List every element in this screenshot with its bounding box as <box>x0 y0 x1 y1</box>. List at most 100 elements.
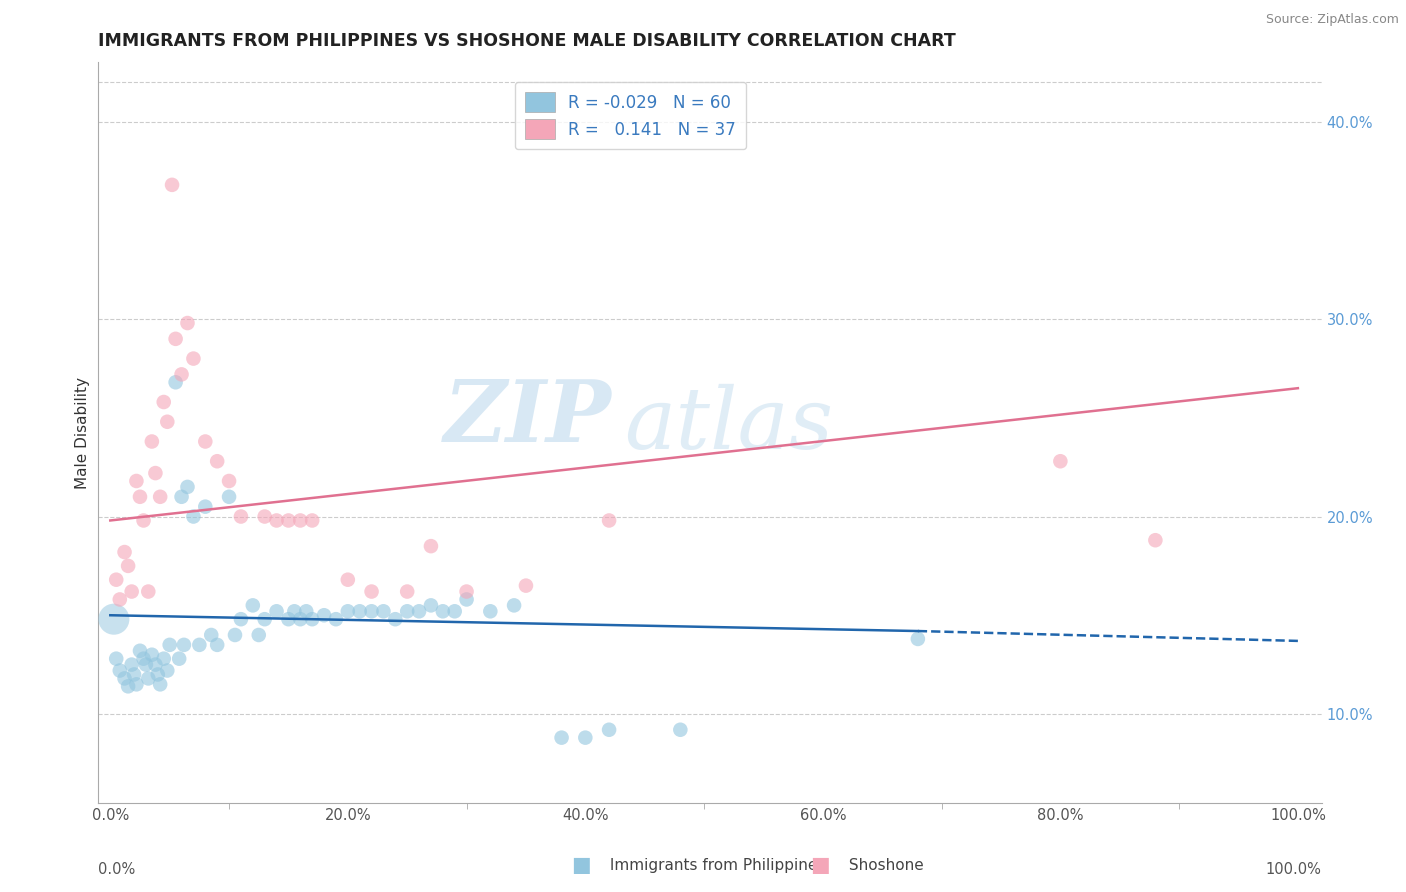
Point <box>200 628 222 642</box>
Point <box>145 466 167 480</box>
Point <box>456 584 478 599</box>
Point <box>105 573 128 587</box>
Point <box>176 316 198 330</box>
Point <box>515 579 537 593</box>
Point <box>266 513 288 527</box>
Point <box>266 604 288 618</box>
Point <box>336 604 359 618</box>
Point <box>360 604 382 618</box>
Point <box>384 612 406 626</box>
Point <box>420 599 443 613</box>
Point <box>218 474 240 488</box>
Point <box>349 604 371 618</box>
Point <box>108 664 131 678</box>
Point <box>121 584 143 599</box>
Point <box>149 490 172 504</box>
Point <box>188 638 211 652</box>
Point <box>108 592 131 607</box>
Text: atlas: atlas <box>624 384 834 467</box>
Point <box>598 513 620 527</box>
Point <box>574 731 596 745</box>
Point <box>117 679 139 693</box>
Point <box>396 584 419 599</box>
Point <box>1144 533 1167 548</box>
Text: 100.0%: 100.0% <box>1265 863 1322 877</box>
Point <box>141 648 163 662</box>
Point <box>149 677 172 691</box>
Point <box>224 628 246 642</box>
Text: Source: ZipAtlas.com: Source: ZipAtlas.com <box>1265 13 1399 27</box>
Point <box>253 509 276 524</box>
Point <box>136 672 159 686</box>
Point <box>170 368 193 382</box>
Point <box>117 558 139 573</box>
Point <box>277 513 299 527</box>
Point <box>283 604 305 618</box>
Point <box>194 434 217 449</box>
Text: 0.0%: 0.0% <box>98 863 135 877</box>
Point <box>479 604 502 618</box>
Text: ■: ■ <box>810 855 830 875</box>
Point <box>669 723 692 737</box>
Point <box>105 651 128 665</box>
Point <box>103 612 125 626</box>
Point <box>176 480 198 494</box>
Point <box>114 545 136 559</box>
Point <box>159 638 181 652</box>
Point <box>503 599 526 613</box>
Point <box>218 490 240 504</box>
Point <box>125 677 148 691</box>
Point <box>396 604 419 618</box>
Point <box>114 672 136 686</box>
Point <box>205 454 228 468</box>
Point <box>152 651 174 665</box>
Point <box>125 474 148 488</box>
Point <box>1049 454 1071 468</box>
Point <box>229 612 252 626</box>
Y-axis label: Male Disability: Male Disability <box>75 376 90 489</box>
Point <box>205 638 228 652</box>
Point <box>253 612 276 626</box>
Point <box>301 612 323 626</box>
Point <box>160 178 183 192</box>
Point <box>173 638 195 652</box>
Point <box>907 632 929 646</box>
Point <box>194 500 217 514</box>
Point <box>242 599 264 613</box>
Point <box>290 612 312 626</box>
Point <box>121 657 143 672</box>
Point <box>373 604 395 618</box>
Point <box>132 513 155 527</box>
Point <box>420 539 443 553</box>
Point <box>247 628 270 642</box>
Point <box>167 651 190 665</box>
Point <box>183 509 205 524</box>
Point <box>229 509 252 524</box>
Point <box>152 395 174 409</box>
Point <box>156 664 179 678</box>
Point <box>456 592 478 607</box>
Point <box>146 667 169 681</box>
Point <box>165 332 187 346</box>
Point <box>336 573 359 587</box>
Point <box>312 608 335 623</box>
Point <box>183 351 205 366</box>
Text: IMMIGRANTS FROM PHILIPPINES VS SHOSHONE MALE DISABILITY CORRELATION CHART: IMMIGRANTS FROM PHILIPPINES VS SHOSHONE … <box>98 32 956 50</box>
Text: Shoshone: Shoshone <box>844 858 924 872</box>
Point <box>129 644 152 658</box>
Point <box>408 604 430 618</box>
Point <box>290 513 312 527</box>
Point <box>295 604 318 618</box>
Point <box>129 490 152 504</box>
Point <box>598 723 620 737</box>
Point <box>277 612 299 626</box>
Point <box>432 604 454 618</box>
Point <box>550 731 572 745</box>
Point <box>145 657 167 672</box>
Point <box>156 415 179 429</box>
Point <box>165 376 187 390</box>
Point <box>360 584 382 599</box>
Point <box>136 584 159 599</box>
Point <box>325 612 347 626</box>
Text: ■: ■ <box>571 855 591 875</box>
